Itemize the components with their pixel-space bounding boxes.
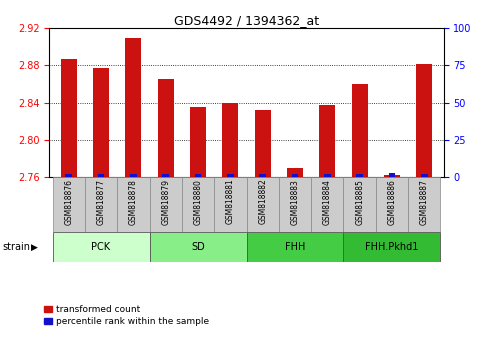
Text: GSM818883: GSM818883	[290, 179, 299, 224]
Bar	[117, 177, 149, 232]
Bar	[319, 104, 335, 354]
Legend: transformed count, percentile rank within the sample: transformed count, percentile rank withi…	[44, 306, 209, 326]
Bar	[53, 177, 85, 232]
Bar	[259, 174, 266, 177]
Bar	[389, 172, 395, 177]
Text: GSM818879: GSM818879	[161, 179, 170, 225]
Bar	[324, 174, 330, 177]
Bar	[352, 84, 368, 354]
Bar	[287, 168, 303, 354]
Bar	[163, 174, 169, 177]
Text: GSM818881: GSM818881	[226, 179, 235, 224]
Bar	[279, 177, 311, 232]
Text: GSM818878: GSM818878	[129, 179, 138, 224]
Bar	[149, 232, 246, 262]
Bar	[408, 177, 440, 232]
Text: GSM818876: GSM818876	[64, 179, 73, 225]
Bar	[195, 174, 201, 177]
Text: GSM818885: GSM818885	[355, 179, 364, 224]
Bar	[158, 79, 174, 354]
Bar	[61, 59, 77, 354]
Bar	[85, 177, 117, 232]
Bar	[227, 174, 234, 177]
Text: FHH.Pkhd1: FHH.Pkhd1	[365, 242, 419, 252]
Text: ▶: ▶	[31, 242, 37, 252]
Bar	[246, 232, 344, 262]
Bar	[149, 177, 182, 232]
Text: GSM818886: GSM818886	[387, 179, 396, 224]
Bar	[182, 177, 214, 232]
Bar	[356, 174, 363, 177]
Bar	[222, 103, 239, 354]
Text: GSM818882: GSM818882	[258, 179, 267, 224]
Text: GSM818887: GSM818887	[420, 179, 429, 224]
Text: PCK: PCK	[92, 242, 110, 252]
Bar	[190, 107, 206, 354]
Bar	[214, 177, 246, 232]
Bar	[125, 38, 141, 354]
Bar	[292, 174, 298, 177]
Bar	[376, 177, 408, 232]
Bar	[53, 232, 149, 262]
Bar	[344, 177, 376, 232]
Text: FHH: FHH	[285, 242, 305, 252]
Bar	[130, 174, 137, 177]
Text: GSM818877: GSM818877	[97, 179, 106, 225]
Bar	[421, 174, 427, 177]
Bar	[98, 174, 104, 177]
Text: GSM818880: GSM818880	[194, 179, 203, 224]
Title: GDS4492 / 1394362_at: GDS4492 / 1394362_at	[174, 14, 319, 27]
Bar	[311, 177, 344, 232]
Bar	[384, 175, 400, 354]
Text: GSM818884: GSM818884	[323, 179, 332, 224]
Bar	[254, 110, 271, 354]
Text: SD: SD	[191, 242, 205, 252]
Bar	[246, 177, 279, 232]
Bar	[344, 232, 440, 262]
Text: strain: strain	[2, 242, 31, 252]
Bar	[416, 64, 432, 354]
Bar	[66, 174, 72, 177]
Bar	[93, 68, 109, 354]
